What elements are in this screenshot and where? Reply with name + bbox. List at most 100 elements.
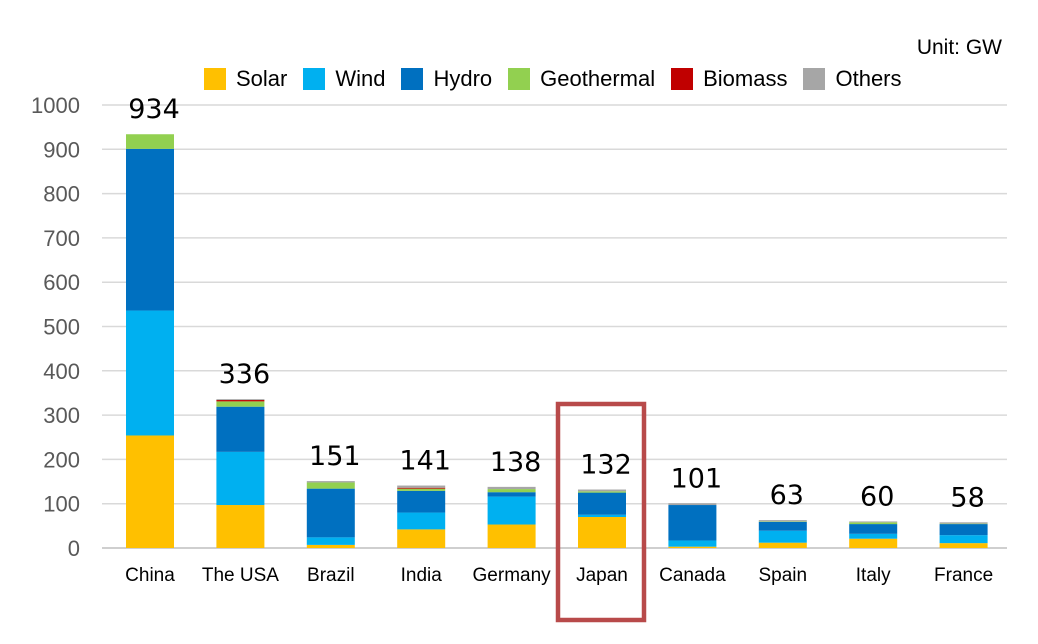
x-tick-label: Brazil — [307, 565, 355, 586]
bar-segment-hydro — [216, 406, 265, 452]
legend-item-biomass: Biomass — [671, 66, 787, 92]
legend-item-wind: Wind — [303, 66, 385, 92]
y-tick-label: 100 — [43, 492, 80, 517]
bar-segment-geothermal — [578, 491, 626, 493]
bar-segment-hydro — [939, 524, 988, 536]
bar-segment-others — [216, 399, 265, 401]
bar-segment-hydro — [126, 148, 174, 311]
bar-segment-wind — [758, 530, 807, 543]
bar-segment-others — [939, 522, 988, 524]
y-tick-label: 200 — [43, 447, 80, 472]
legend-swatch-geothermal — [508, 68, 531, 90]
bar-segment-biomass — [397, 487, 446, 489]
bar-segment-hydro — [487, 492, 536, 497]
bar-segment-others — [849, 521, 898, 523]
total-label: 58 — [950, 482, 984, 513]
bar-segment-solar — [216, 505, 265, 548]
bar-segment-hydro — [578, 492, 626, 515]
bar-segment-solar — [849, 538, 898, 548]
bar-segment-wind — [849, 533, 898, 539]
y-tick-label: 800 — [43, 182, 80, 207]
bar-segment-solar — [397, 529, 446, 548]
total-label: 101 — [671, 463, 723, 494]
legend-swatch-hydro — [401, 68, 424, 90]
legend-item-others: Others — [803, 66, 902, 92]
x-tick-label: Canada — [659, 565, 726, 586]
bar-segment-hydro — [306, 488, 355, 538]
total-label: 141 — [399, 446, 451, 477]
bar-segment-wind — [668, 540, 717, 547]
x-tick-label: Spain — [758, 565, 807, 586]
bar-segment-others — [397, 485, 446, 488]
bar-segment-wind — [397, 512, 446, 530]
bar-segment-geothermal — [849, 522, 898, 525]
unit-label: Unit: GW — [916, 36, 1002, 59]
y-tick-label: 0 — [68, 536, 80, 561]
bar-segment-hydro — [397, 490, 446, 513]
bar-segment-others — [668, 503, 717, 506]
y-tick-label: 900 — [43, 137, 80, 162]
bar-segment-wind — [487, 496, 536, 525]
legend-label-solar: Solar — [236, 66, 288, 91]
bar-segment-hydro — [668, 505, 717, 541]
bar-segment-geothermal — [397, 488, 446, 491]
total-label: 60 — [860, 481, 894, 512]
chart-legend: Solar Wind Hydro Geothermal Biomass Othe… — [204, 66, 918, 92]
bar-segment-solar — [306, 544, 355, 548]
bar-segment-geothermal — [216, 401, 265, 407]
x-tick-label: France — [934, 565, 993, 586]
y-tick-label: 400 — [43, 359, 80, 384]
legend-swatch-others — [803, 68, 826, 90]
bar-segment-wind — [578, 514, 626, 517]
legend-label-others: Others — [835, 66, 902, 91]
bar-segment-solar — [126, 435, 174, 548]
total-label: 132 — [580, 450, 632, 481]
bar-segment-geothermal — [306, 482, 355, 489]
bar-segment-others — [306, 481, 355, 483]
bar-segment-wind — [216, 451, 265, 506]
bar-segment-solar — [668, 546, 717, 548]
bar-segment-solar — [939, 543, 988, 548]
x-tick-label: India — [401, 565, 443, 586]
total-label: 138 — [490, 447, 542, 478]
bar-segment-solar — [578, 516, 626, 548]
legend-label-geothermal: Geothermal — [540, 66, 656, 91]
bar-segment-geothermal — [126, 134, 174, 149]
legend-item-hydro: Hydro — [401, 66, 492, 92]
legend-swatch-biomass — [671, 68, 694, 90]
bar-segment-wind — [939, 535, 988, 544]
x-tick-label: The USA — [202, 565, 279, 586]
y-tick-label: 1000 — [31, 93, 80, 118]
y-tick-label: 600 — [43, 270, 80, 295]
legend-swatch-wind — [303, 68, 326, 90]
highlight-box — [555, 401, 647, 623]
bar-segment-geothermal — [487, 489, 536, 493]
y-tick-label: 500 — [43, 315, 80, 340]
x-tick-label: Germany — [473, 565, 552, 586]
x-tick-label: Italy — [856, 565, 891, 586]
total-label: 151 — [309, 441, 361, 472]
total-label: 63 — [770, 480, 804, 511]
total-label: 934 — [128, 94, 180, 125]
y-tick-label: 700 — [43, 226, 80, 251]
bar-segment-wind — [126, 310, 174, 436]
y-tick-label: 300 — [43, 403, 80, 428]
bar-segment-others — [758, 520, 807, 522]
legend-item-geothermal: Geothermal — [508, 66, 655, 92]
legend-label-biomass: Biomass — [703, 66, 788, 91]
bar-segment-solar — [758, 542, 807, 548]
bar-segment-hydro — [758, 521, 807, 531]
total-label: 336 — [219, 359, 271, 390]
legend-swatch-solar — [204, 68, 226, 90]
bar-segment-others — [578, 489, 626, 492]
x-tick-label: Japan — [576, 565, 628, 586]
legend-item-solar: Solar — [204, 66, 287, 92]
legend-label-wind: Wind — [335, 66, 386, 91]
x-tick-label: China — [125, 565, 175, 586]
bar-segment-biomass — [216, 400, 265, 402]
bar-segment-others — [487, 486, 536, 490]
bar-segment-solar — [487, 524, 536, 548]
bar-segment-hydro — [849, 524, 898, 534]
bar-segment-wind — [306, 537, 355, 545]
